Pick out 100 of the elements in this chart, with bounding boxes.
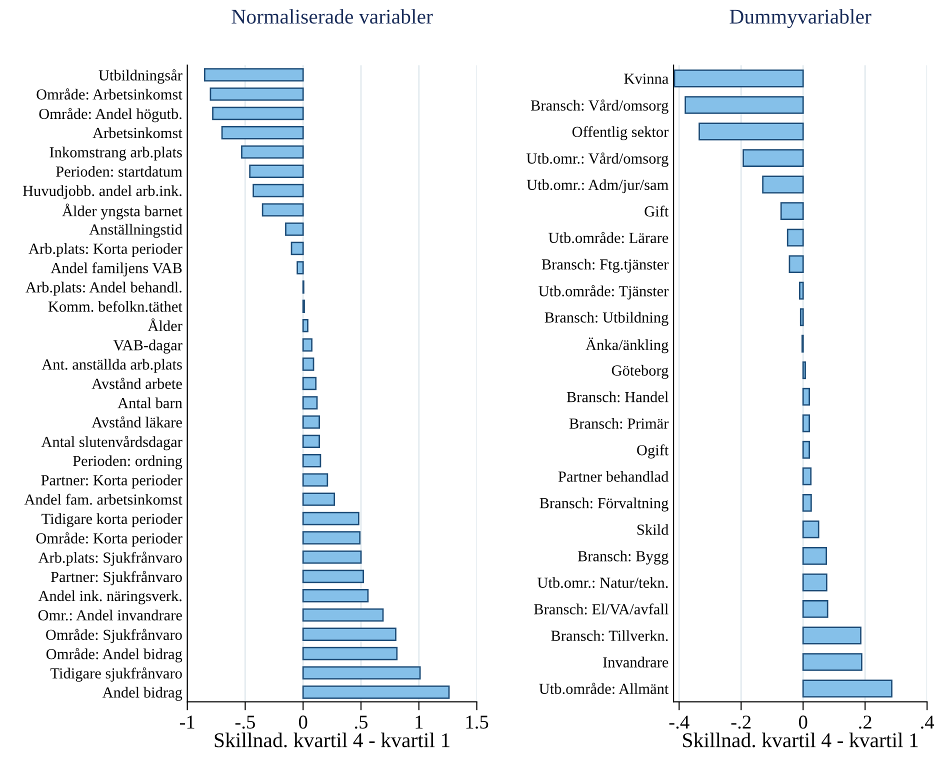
y-tick-label: Bransch: Tillverkn. (551, 630, 668, 642)
bar (802, 680, 892, 698)
bar (302, 512, 360, 526)
bar (302, 492, 336, 506)
bar (780, 202, 804, 220)
bar (302, 685, 450, 699)
x-tick-label: -.4 (669, 716, 690, 729)
y-tick-label: Gift (644, 206, 669, 217)
y-tick-label: Ålder yngsta barnet (62, 204, 182, 220)
x-tick-label: .4 (921, 716, 934, 729)
x-tick-label: 1 (416, 716, 423, 728)
y-tick-label: Andel familjens VAB (50, 262, 182, 276)
bar (221, 126, 304, 140)
y-tick-label: Andel ink. näringsverk. (38, 590, 182, 604)
bar (762, 176, 804, 194)
y-tick-label: Arb.plats: Korta perioder (28, 243, 182, 258)
bar (674, 70, 804, 88)
x-tick-label: -.5 (235, 716, 255, 729)
y-tick-label: Bransch: Förvaltning (540, 498, 668, 512)
bar (302, 434, 320, 448)
y-tick-label: Offentlig sektor (572, 126, 669, 140)
bar (302, 666, 421, 680)
y-tick-label: Arb.plats: Sjukfrånvaro (38, 552, 182, 566)
y-tick-label: Område: Arbetsinkomst (36, 88, 182, 100)
bar (252, 184, 304, 198)
bar (302, 531, 361, 545)
y-tick-label: Utb.område: Allmänt (539, 682, 669, 694)
y-tick-label: Komm. befolkn.täthet (48, 300, 182, 312)
y-tick-label: Område: Sjukfrånvaro (46, 628, 182, 644)
bar (802, 467, 812, 486)
bar (302, 608, 384, 622)
chart-title: Normaliserade variabler (232, 9, 433, 24)
bar (802, 546, 828, 565)
y-tick-label: Huvudjobb. andel arb.ink. (22, 185, 182, 200)
bar (802, 388, 810, 406)
bar (742, 149, 804, 167)
y-tick-label: Bransch: El/VA/avfall (534, 604, 668, 614)
bar (802, 574, 828, 592)
y-tick-label: Perioden: ordning (72, 455, 182, 470)
x-tick-label: .2 (859, 716, 872, 729)
x-tick-label: -.2 (731, 716, 751, 729)
bar (302, 454, 322, 468)
y-tick-label: Tidigare korta perioder (42, 513, 182, 528)
y-tick-label: Partner behandlad (558, 471, 669, 482)
bar (802, 494, 812, 512)
x-tick-label: 1.5 (466, 716, 488, 729)
y-tick-label: Inkomstrang arb.plats (50, 146, 182, 161)
bar (802, 626, 862, 644)
x-tick-label: -1 (180, 716, 194, 728)
y-tick-label: Skild (637, 524, 669, 535)
bar (241, 145, 304, 159)
y-tick-label: Utbildningsår (98, 69, 182, 84)
y-tick-label: Ålder (148, 318, 182, 332)
y-tick-label: Invandrare (603, 656, 668, 668)
y-tick-label: Område: Andel högutb. (39, 108, 182, 122)
y-tick-label: Änka/änkling (586, 338, 668, 354)
y-tick-label: Göteborg (612, 364, 668, 379)
bar (210, 87, 304, 101)
y-tick-label: Bransch: Utbildning (544, 312, 668, 326)
bar (302, 589, 369, 602)
y-tick-label: Bransch: Bygg (578, 550, 668, 565)
bar (802, 600, 828, 618)
y-tick-label: Ant. anställda arb.plats (42, 358, 182, 373)
bar (802, 414, 810, 432)
x-tick-label: 0 (298, 716, 308, 729)
bar (799, 282, 804, 300)
bar (786, 228, 804, 247)
bar (788, 255, 804, 274)
y-tick-label: Andel bidrag (102, 686, 182, 701)
y-tick-label: Område: Korta perioder (36, 532, 182, 547)
bar (262, 203, 304, 217)
y-tick-label: Antal slutenvårdsdagar (41, 436, 182, 450)
y-tick-label: Arb.plats: Andel behandl. (26, 282, 182, 296)
y-tick-label: Omr.: Andel invandrare (38, 610, 182, 621)
x-tick-label: .5 (354, 716, 368, 729)
y-tick-label: Utb.omr.: Vård/omsorg (526, 152, 668, 167)
bar (302, 570, 364, 584)
y-tick-label: Utb.omr.: Natur/tekn. (537, 577, 668, 588)
y-tick-label: Utb.omr.: Adm/jur/sam (526, 179, 668, 194)
bar (802, 653, 862, 671)
y-tick-label: Utb.område: Lärare (548, 232, 668, 244)
x-axis-title: Skillnad. kvartil 4 - kvartil 1 (683, 732, 918, 748)
bar (302, 376, 317, 390)
y-tick-label: Tidigare sjukfrånvaro (50, 667, 182, 682)
bar (302, 318, 308, 332)
y-tick-label: Partner: Korta perioder (41, 474, 182, 489)
y-tick-label: Perioden: startdatum (56, 166, 182, 177)
bar (802, 440, 810, 459)
y-tick-label: Ogift (637, 444, 669, 458)
y-tick-label: Bransch: Handel (566, 391, 668, 402)
bar (302, 338, 312, 352)
y-tick-label: Bransch: Ftg.tjänster (542, 258, 669, 273)
bar (802, 520, 820, 538)
bar (285, 222, 304, 236)
bar (698, 122, 804, 140)
bar (302, 473, 328, 487)
bar (802, 361, 806, 380)
bar (684, 96, 804, 114)
chart-title: Dummyvariabler (730, 9, 872, 28)
y-tick-label: Andel fam. arbetsinkomst (24, 494, 182, 505)
